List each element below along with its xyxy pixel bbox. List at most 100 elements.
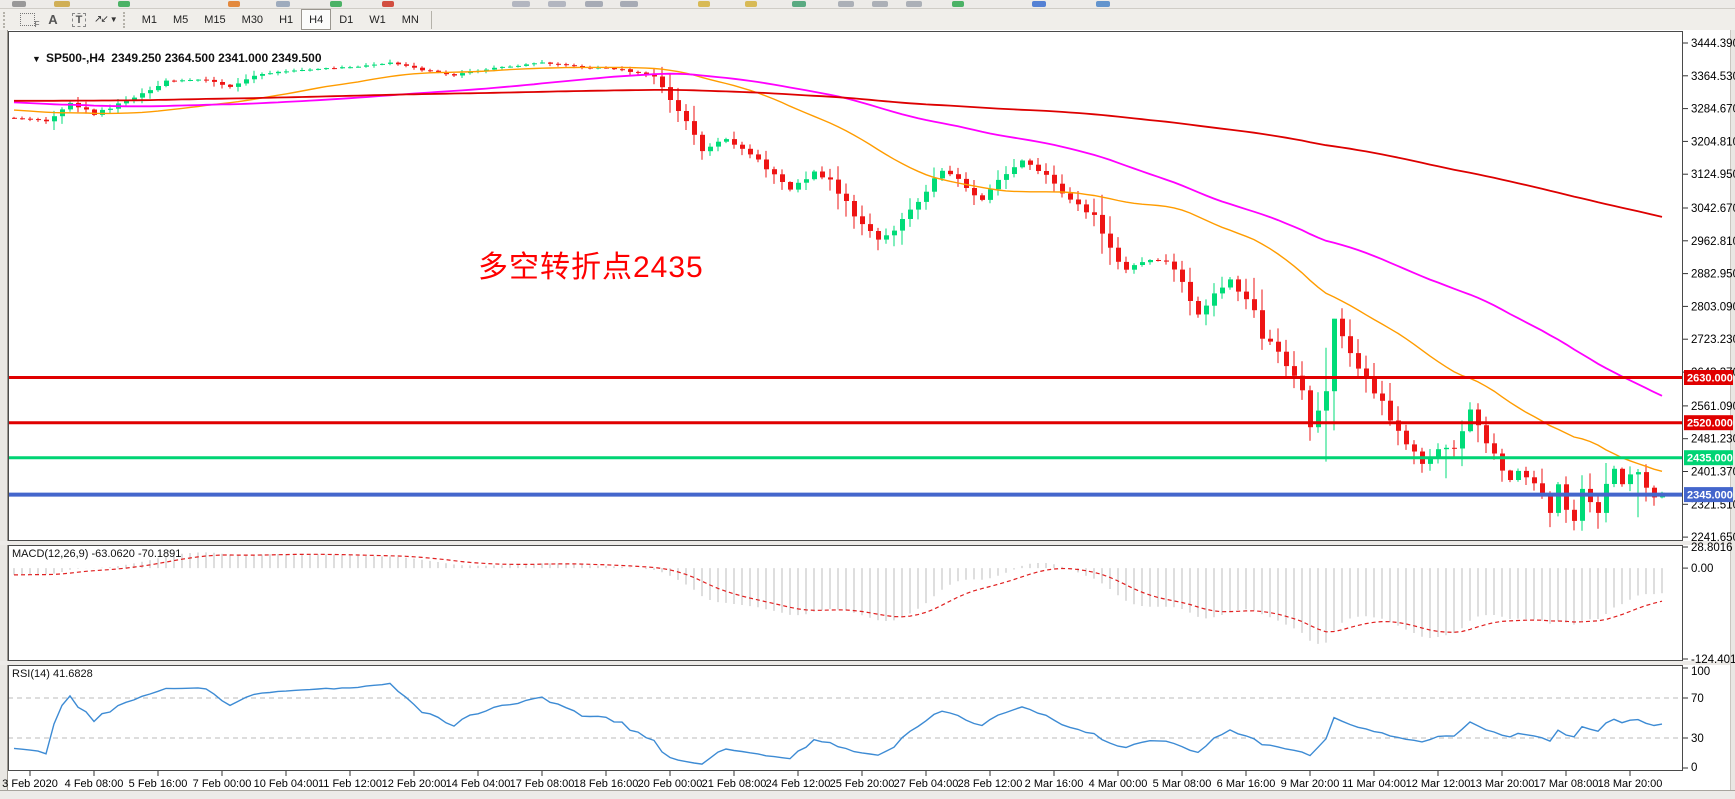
toolbar-icon-fragment [1096,1,1110,7]
toolbar-icon-fragment [12,1,26,7]
svg-text:12 Mar 12:00: 12 Mar 12:00 [1406,778,1471,790]
svg-text:28 Feb 12:00: 28 Feb 12:00 [958,778,1023,790]
svg-text:30: 30 [1691,733,1704,745]
toolbar-icon-fragment [512,1,530,7]
svg-text:11 Mar 04:00: 11 Mar 04:00 [1342,778,1406,790]
svg-text:18 Feb 16:00: 18 Feb 16:00 [574,778,639,790]
rsi-pane[interactable] [8,665,1683,771]
svg-text:2345.000: 2345.000 [1687,490,1733,502]
toolbar-icon-fragment [745,1,757,7]
toolbar-icon-fragment [620,1,638,7]
time-scale[interactable] [8,771,1683,790]
timeframe-button-h4[interactable]: H4 [301,9,332,30]
svg-text:3444.390: 3444.390 [1691,38,1735,50]
timeframe-button-d1[interactable]: D1 [339,13,354,26]
toolbar-grip-handle[interactable] [3,11,10,28]
timeframe-button-m30[interactable]: M30 [241,13,264,26]
svg-text:3284.670: 3284.670 [1691,104,1735,116]
toolbar-icon-fragment [872,1,888,7]
window-bottom-strip [0,790,1735,799]
macd-pane[interactable] [8,545,1683,661]
svg-text:2 Mar 16:00: 2 Mar 16:00 [1025,778,1084,790]
timeframe-button-m15[interactable]: M15 [204,13,226,26]
svg-text:2882.950: 2882.950 [1691,269,1735,281]
svg-text:3124.950: 3124.950 [1691,169,1735,181]
svg-text:2435.000: 2435.000 [1687,453,1733,465]
arrows-icon: ↗↙ [94,14,109,25]
toolbar-icon-fragment [276,1,290,7]
toolbar-icon-fragment [330,1,342,7]
toolbar-icon-fragment [792,1,806,7]
toolbar-row-clipped [0,0,1735,9]
svg-text:17 Feb 08:00: 17 Feb 08:00 [510,778,575,790]
chart-canvas[interactable]: 3444.390 3364.530 3284.670 3204.810 3124.950… [0,30,1735,790]
svg-text:5 Feb 16:00: 5 Feb 16:00 [129,778,188,790]
svg-text:3364.530: 3364.530 [1691,71,1735,83]
chevron-down-icon: ▼ [109,15,118,24]
toolbar-icon-fragment [382,1,394,7]
toolbar-icon-fragment [228,1,240,7]
chart-area[interactable]: 3444.390 3364.530 3284.670 3204.810 3124.950… [0,30,1735,790]
svg-text:11 Feb 12:00: 11 Feb 12:00 [318,778,382,790]
text-label-tool[interactable]: A [48,12,58,27]
price-scale[interactable] [1683,30,1735,771]
svg-text:4 Mar 00:00: 4 Mar 00:00 [1089,778,1148,790]
svg-text:2723.230: 2723.230 [1691,334,1735,346]
svg-text:5 Mar 08:00: 5 Mar 08:00 [1153,778,1212,790]
main-chart-pane[interactable] [8,31,1683,541]
timeframe-button-w1[interactable]: W1 [369,13,386,26]
svg-text:12 Feb 20:00: 12 Feb 20:00 [382,778,447,790]
dotted-grid-icon: F [19,13,40,29]
svg-text:2520.000: 2520.000 [1687,418,1733,430]
toolbar-icon-fragment [906,1,922,7]
toolbar-icon-fragment [952,1,964,7]
chart-toolbar: F A T ↗↙ ▼ M1 M5 M15 M30 H1 H4 D1 W1 MN [0,9,1735,31]
svg-text:3042.670: 3042.670 [1691,203,1735,215]
svg-text:17 Mar 08:00: 17 Mar 08:00 [1534,778,1599,790]
svg-text:0: 0 [1691,762,1697,774]
svg-text:3204.810: 3204.810 [1691,136,1735,148]
timeframe-button-m5[interactable]: M5 [172,13,189,26]
timeframe-button-mn[interactable]: MN [401,13,419,26]
text-box-tool[interactable]: T [67,10,91,30]
svg-text:4 Feb 08:00: 4 Feb 08:00 [65,778,124,790]
svg-text:2241.650: 2241.650 [1691,532,1735,544]
arrows-tool-dropdown[interactable]: ↗↙ ▼ [93,10,119,30]
svg-text:14 Feb 04:00: 14 Feb 04:00 [446,778,511,790]
timeframe-group: M1 M5 M15 M30 H1 H4 D1 W1 MN [134,9,427,30]
svg-text:3 Feb 2020: 3 Feb 2020 [2,778,58,790]
svg-text:2401.370: 2401.370 [1691,467,1735,479]
svg-text:70: 70 [1691,693,1704,705]
toolbar-icon-fragment [1032,1,1046,7]
svg-text:2481.230: 2481.230 [1691,434,1735,446]
timeframe-button-m1[interactable]: M1 [141,13,157,26]
svg-text:27 Feb 04:00: 27 Feb 04:00 [894,778,959,790]
crosshair-grid-icon[interactable]: F [15,10,40,30]
svg-text:9 Mar 20:00: 9 Mar 20:00 [1281,778,1340,790]
svg-text:2321.510: 2321.510 [1691,499,1735,511]
svg-text:25 Feb 20:00: 25 Feb 20:00 [830,778,895,790]
toolbar-icon-fragment [585,1,603,7]
toolbar-icon-fragment [54,1,70,7]
toolbar-icon-fragment [838,1,854,7]
svg-text:28.8016: 28.8016 [1691,542,1733,554]
svg-text:13 Mar 20:00: 13 Mar 20:00 [1470,778,1535,790]
toolbar-grip-handle[interactable] [122,11,130,28]
svg-text:21 Feb 08:00: 21 Feb 08:00 [702,778,767,790]
svg-text:6 Mar 16:00: 6 Mar 16:00 [1217,778,1276,790]
toolbar-separator [430,10,432,29]
timeframe-button-h1[interactable]: H1 [279,13,294,26]
svg-text:10 Feb 04:00: 10 Feb 04:00 [254,778,319,790]
svg-text:20 Feb 00:00: 20 Feb 00:00 [638,778,703,790]
svg-text:24 Feb 12:00: 24 Feb 12:00 [766,778,831,790]
svg-text:100: 100 [1691,666,1710,678]
svg-text:2962.810: 2962.810 [1691,236,1735,248]
svg-text:18 Mar 20:00: 18 Mar 20:00 [1598,778,1663,790]
svg-text:7 Feb 00:00: 7 Feb 00:00 [193,778,252,790]
svg-text:2803.090: 2803.090 [1691,301,1735,313]
svg-text:2630.000: 2630.000 [1687,373,1733,385]
svg-text:0.00: 0.00 [1691,563,1713,575]
toolbar-icon-fragment [698,1,710,7]
